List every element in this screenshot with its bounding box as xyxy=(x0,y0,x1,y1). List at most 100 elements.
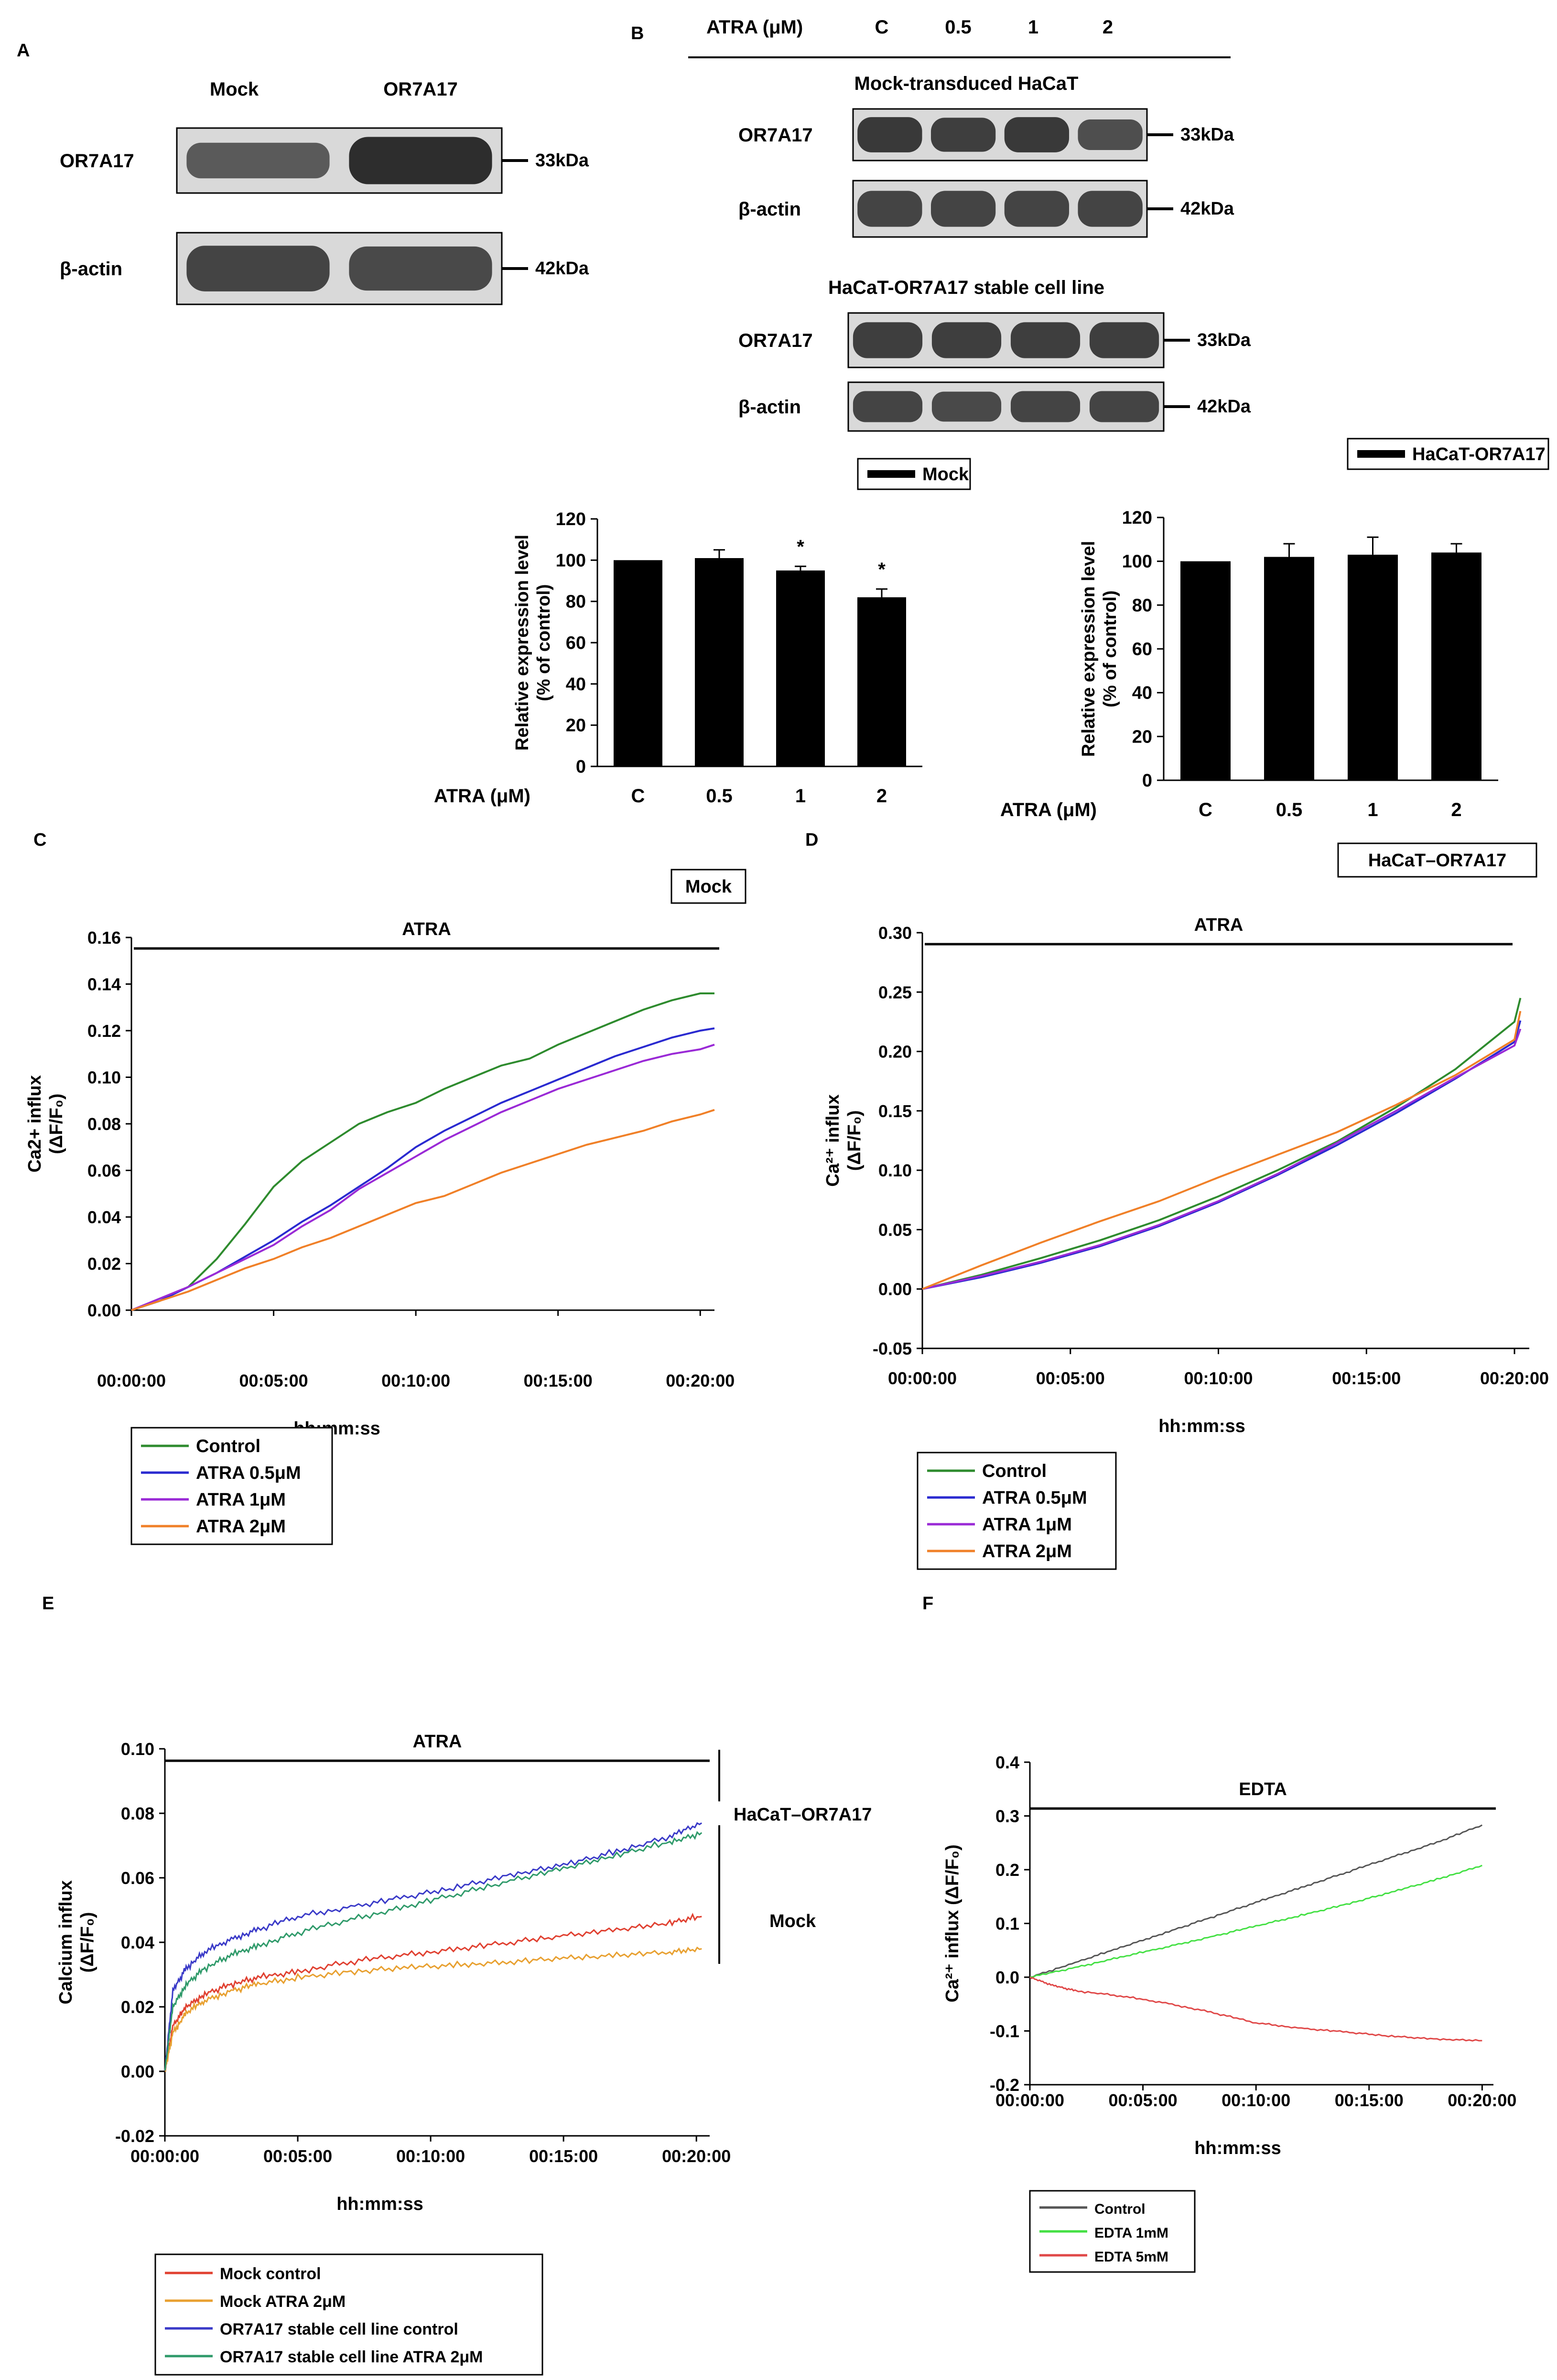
y-axis-title-2: (ΔF/F₀) xyxy=(844,1110,865,1171)
y-tick-label: 0.00 xyxy=(121,2062,154,2081)
y-axis-title-2: (% of control) xyxy=(1100,591,1120,708)
y-tick-label: 120 xyxy=(1122,508,1152,528)
panel-b-blot-1-0-band xyxy=(1010,322,1081,358)
y-tick-label: 0.30 xyxy=(878,923,912,943)
x-tick-label: 00:10:00 xyxy=(1222,2090,1290,2110)
series-line xyxy=(922,1011,1522,1290)
treatment-label: EDTA xyxy=(1239,1779,1287,1799)
x-tick-label: 00:05:00 xyxy=(1109,2090,1178,2110)
y-tick-label: 0.2 xyxy=(995,1860,1019,1880)
legend-label: HaCaT-OR7A17 xyxy=(1412,444,1546,464)
y-tick-label: -0.02 xyxy=(115,2126,154,2146)
significance-mark: * xyxy=(878,559,886,580)
panel-b-blot-1-0-band xyxy=(1089,322,1159,358)
y-axis-title: Relative expression level xyxy=(512,535,532,751)
panel-b-blot-1-1-band xyxy=(931,391,1002,422)
legend-frame xyxy=(130,1427,333,1545)
bar xyxy=(695,558,744,766)
condition-box-label: Mock xyxy=(685,877,732,897)
bracket-label-or7a17: HaCaT–OR7A17 xyxy=(734,1805,872,1825)
x-axis-title: hh:mm:ss xyxy=(1194,2138,1281,2158)
series-line xyxy=(1029,1976,1482,2042)
series-line xyxy=(164,1913,702,2072)
y-tick-label: 0.25 xyxy=(878,982,912,1002)
legend-label: Control xyxy=(1094,2201,1146,2217)
significance-mark: * xyxy=(797,536,804,557)
legend-label: Control xyxy=(196,1436,260,1456)
y-axis-title: Calcium influx xyxy=(56,1880,76,2004)
panel-b-blot-1-1-band xyxy=(1089,391,1159,422)
legend-swatch xyxy=(1357,450,1405,458)
y-tick-label: 0.3 xyxy=(995,1807,1019,1826)
x-tick-label: 00:15:00 xyxy=(1335,2090,1404,2110)
y-tick-label: 100 xyxy=(1122,552,1152,572)
line-chart-f: F EDTA -0.2 -0.1 0.0 0.1 0.2 0.3 0.4 00:00:00 00:0… xyxy=(922,1594,1516,2273)
treatment-label: ATRA xyxy=(413,1732,462,1752)
x-tick-label: 00:00:00 xyxy=(130,2146,199,2166)
condition-box-frame xyxy=(670,869,746,904)
y-tick-label: 0.04 xyxy=(87,1207,121,1227)
y-tick-label: 120 xyxy=(556,509,586,529)
y-tick-label: 0.12 xyxy=(87,1021,121,1041)
y-tick-label: 0.02 xyxy=(121,1997,154,2017)
x-tick-label: 0.5 xyxy=(706,786,733,807)
panel-b-row-label: β-actin xyxy=(738,199,801,220)
series-line xyxy=(1029,1864,1482,1978)
legend-label: ATRA 0.5μM xyxy=(982,1488,1087,1508)
panel-a-lane-label: Mock xyxy=(210,79,259,100)
panel-b-lane-label: C xyxy=(875,17,889,38)
panel-b-blot-0-0-band xyxy=(930,118,996,152)
y-tick-label: -0.2 xyxy=(990,2075,1019,2095)
legend: Mock control Mock ATRA 2μM OR7A17 stable c… xyxy=(154,2253,543,2376)
x-tick-label: 00:10:00 xyxy=(1184,1368,1253,1388)
legend-label: Control xyxy=(982,1461,1047,1481)
line-chart-d: D HaCaT–OR7A17 ATRA -0.05 0.00 0.05 0.10 0.15 0.… xyxy=(805,830,1549,1570)
x-tick-label: 00:05:00 xyxy=(239,1371,308,1390)
panel-letter: E xyxy=(42,1594,54,1614)
x-axis-title: ATRA (μM) xyxy=(434,786,530,807)
y-tick-label: -0.05 xyxy=(873,1339,912,1358)
panel-b-row-label: OR7A17 xyxy=(738,330,813,351)
panel-a-blot-0-kda-label: 33kDa xyxy=(535,151,589,171)
panel-b-lane-label: 0.5 xyxy=(945,17,972,38)
x-tick-label: 00:00:00 xyxy=(995,2090,1064,2110)
legend-label: EDTA 5mM xyxy=(1094,2249,1168,2265)
panel-a-blot-0-band xyxy=(186,142,330,179)
condition-box-frame xyxy=(1337,842,1537,878)
panel-b-blot-1-0-kda-label: 33kDa xyxy=(1197,330,1251,350)
series-line xyxy=(922,1020,1522,1290)
panel-b-blot-1-0-band xyxy=(931,322,1002,358)
x-tick-label: 00:15:00 xyxy=(524,1371,593,1390)
legend-label: ATRA 1μM xyxy=(982,1515,1072,1535)
panel-b-blot-0-0-band xyxy=(1078,119,1143,150)
y-tick-label: 60 xyxy=(1132,639,1152,659)
y-axis-title-2: (% of control) xyxy=(534,584,554,701)
series-line xyxy=(922,998,1522,1290)
y-axis-title: Relative expression level xyxy=(1079,541,1099,757)
panel-b-blot-1-1-band xyxy=(1010,391,1081,422)
bar xyxy=(1431,552,1481,780)
panel-b-blot-1-0-band xyxy=(853,322,923,358)
panel-letter: D xyxy=(805,830,818,850)
y-tick-label: 0.20 xyxy=(878,1042,912,1062)
x-tick-label: 1 xyxy=(1367,799,1378,820)
panel-b-blot-1-1-band xyxy=(853,391,923,422)
panel-b-blot-1-1: 42kDa xyxy=(847,381,1251,432)
panel-b-blot-0-0-band xyxy=(857,117,922,152)
x-tick-label: 00:20:00 xyxy=(1448,2090,1516,2110)
panel-a-blot-1-band xyxy=(349,246,492,291)
panel-e-brackets: HaCaT–OR7A17 Mock xyxy=(718,1750,872,1964)
y-tick-label: 60 xyxy=(566,633,586,653)
panel-b-row-label: β-actin xyxy=(738,397,801,418)
y-axis-title: Ca2+ influx xyxy=(25,1075,45,1173)
x-axis-title: hh:mm:ss xyxy=(336,2194,423,2214)
x-tick-label: 00:15:00 xyxy=(1332,1368,1401,1388)
series-line xyxy=(131,1044,715,1311)
panel-letter: F xyxy=(922,1594,933,1614)
series-line xyxy=(164,1831,703,2071)
panel-a-row-label: β-actin xyxy=(60,258,122,280)
y-tick-label: 0.16 xyxy=(87,928,121,948)
condition-box: HaCaT–OR7A17 xyxy=(1337,842,1537,878)
y-axis-title-2: (ΔF/F₀) xyxy=(46,1094,66,1154)
